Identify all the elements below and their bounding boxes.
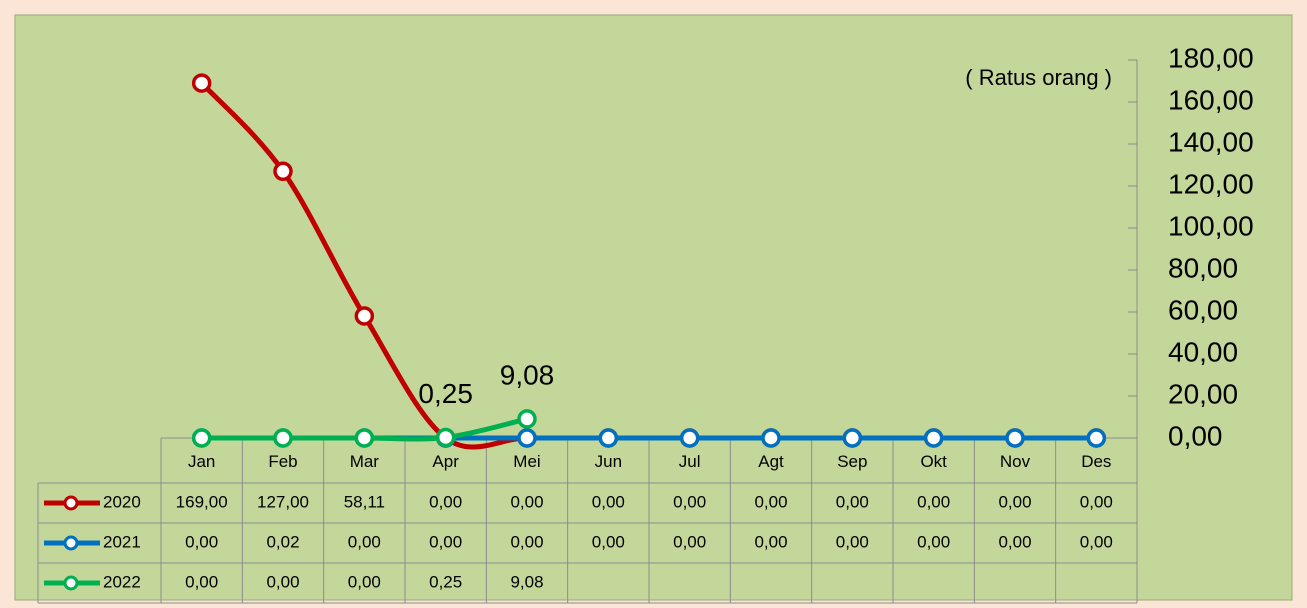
y-tick-label: 160,00 bbox=[1168, 84, 1254, 115]
data-label: 9,08 bbox=[500, 359, 555, 390]
x-tick-label: Jul bbox=[679, 452, 701, 471]
data-point bbox=[191, 428, 212, 448]
y-tick-label: 80,00 bbox=[1168, 252, 1238, 283]
table-cell: 0,00 bbox=[429, 532, 462, 551]
table-cell: 0,00 bbox=[185, 572, 218, 591]
data-point bbox=[517, 409, 537, 429]
table-cell: 127,00 bbox=[257, 492, 309, 511]
table-cell: 0,00 bbox=[673, 532, 706, 551]
table-cell: 0,00 bbox=[510, 492, 543, 511]
table-cell: 0,00 bbox=[429, 492, 462, 511]
data-point bbox=[842, 428, 863, 448]
table-cell: 0,00 bbox=[592, 492, 625, 511]
x-tick-label: Mei bbox=[513, 452, 540, 471]
data-point bbox=[1005, 428, 1025, 448]
table-cell: 0,00 bbox=[754, 532, 787, 551]
table-cell: 0,00 bbox=[185, 532, 218, 551]
table-cell: 0,02 bbox=[266, 532, 299, 551]
plot-area bbox=[14, 14, 1293, 601]
table-cell: 58,11 bbox=[344, 492, 385, 511]
table-cell: 0,00 bbox=[592, 532, 625, 551]
table-cell: 0,00 bbox=[673, 492, 706, 511]
x-tick-label: Jun bbox=[595, 452, 622, 471]
legend-label: 2021 bbox=[103, 532, 141, 551]
y-tick-label: 0,00 bbox=[1168, 420, 1223, 451]
table-cell: 169,00 bbox=[176, 492, 228, 511]
legend-label: 2020 bbox=[103, 492, 141, 511]
data-point bbox=[273, 428, 293, 448]
x-tick-label: Feb bbox=[268, 452, 297, 471]
data-point bbox=[923, 428, 944, 448]
x-tick-label: Mar bbox=[350, 452, 380, 471]
y-tick-label: 140,00 bbox=[1168, 126, 1254, 157]
x-tick-label: Jan bbox=[188, 452, 215, 471]
table-cell: 0,00 bbox=[836, 492, 869, 511]
table-cell: 0,25 bbox=[429, 572, 462, 591]
data-point bbox=[191, 73, 212, 93]
x-tick-label: Apr bbox=[432, 452, 459, 471]
table-cell: 0,00 bbox=[998, 492, 1031, 511]
table-cell: 0,00 bbox=[348, 572, 381, 591]
table-cell: 0,00 bbox=[917, 532, 950, 551]
data-point bbox=[517, 428, 537, 448]
y-tick-label: 60,00 bbox=[1168, 294, 1238, 325]
data-point bbox=[679, 428, 700, 448]
x-tick-label: Des bbox=[1081, 452, 1111, 471]
table-cell: 0,00 bbox=[998, 532, 1031, 551]
data-label: 0,25 bbox=[418, 378, 473, 409]
table-cell: 0,00 bbox=[1080, 492, 1113, 511]
y-tick-label: 40,00 bbox=[1168, 336, 1238, 367]
axis-label: ( Ratus orang ) bbox=[965, 65, 1112, 90]
data-point bbox=[354, 428, 375, 448]
legend-label: 2022 bbox=[103, 572, 141, 591]
data-point bbox=[598, 428, 619, 448]
data-point bbox=[273, 161, 293, 182]
x-tick-label: Sep bbox=[837, 452, 867, 471]
y-tick-label: 180,00 bbox=[1168, 42, 1254, 73]
legend-marker bbox=[63, 575, 79, 591]
data-point bbox=[354, 306, 375, 326]
table-cell: 0,00 bbox=[836, 532, 869, 551]
legend-marker bbox=[63, 495, 79, 511]
data-point bbox=[435, 427, 456, 448]
y-tick-label: 120,00 bbox=[1168, 168, 1254, 199]
table-cell: 0,00 bbox=[348, 532, 381, 551]
data-point bbox=[1086, 428, 1107, 448]
table-cell: 0,00 bbox=[754, 492, 787, 511]
data-point bbox=[761, 428, 781, 448]
table-cell: 0,00 bbox=[510, 532, 543, 551]
x-tick-label: Nov bbox=[1000, 452, 1031, 471]
table-cell: 0,00 bbox=[1080, 532, 1113, 551]
y-tick-label: 100,00 bbox=[1168, 210, 1254, 241]
table-cell: 0,00 bbox=[917, 492, 950, 511]
legend-marker bbox=[63, 535, 79, 551]
table-cell: 9,08 bbox=[510, 572, 543, 591]
x-tick-label: Okt bbox=[920, 452, 947, 471]
table-cell: 0,00 bbox=[266, 572, 299, 591]
x-tick-label: Agt bbox=[758, 452, 784, 471]
y-tick-label: 20,00 bbox=[1168, 378, 1238, 409]
